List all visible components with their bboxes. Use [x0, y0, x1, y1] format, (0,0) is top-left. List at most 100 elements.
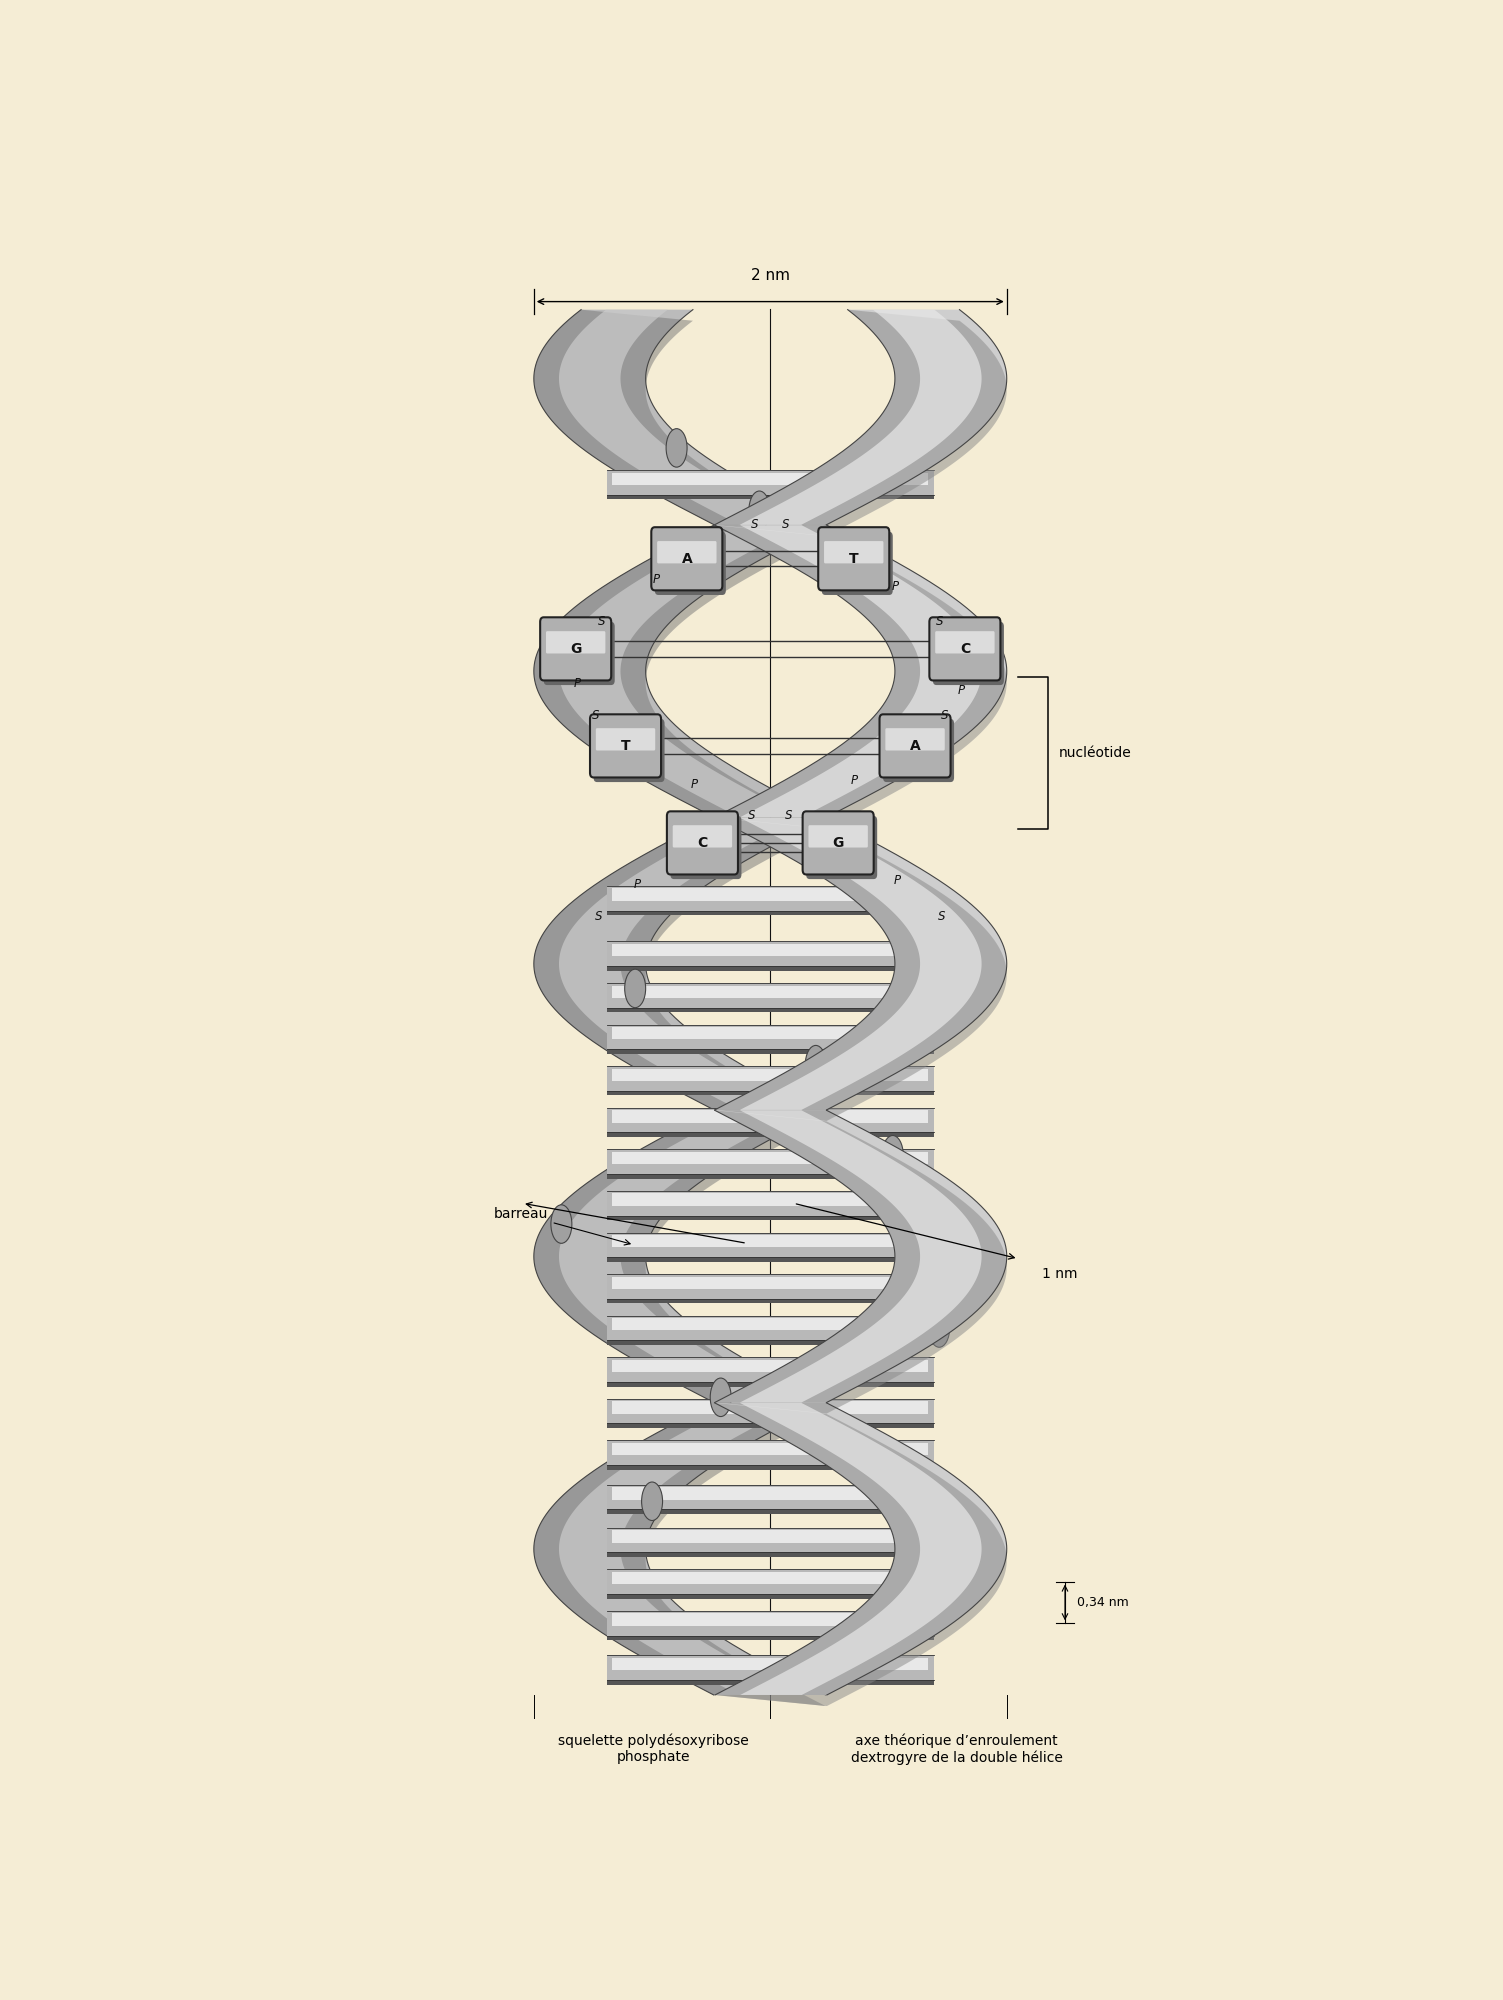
- Polygon shape: [534, 310, 827, 536]
- Polygon shape: [534, 310, 827, 524]
- Bar: [612, 1614, 929, 1626]
- Bar: [607, 1232, 933, 1262]
- Polygon shape: [559, 818, 801, 1110]
- Bar: [612, 1658, 929, 1670]
- Bar: [607, 1570, 933, 1594]
- Bar: [612, 888, 929, 900]
- FancyBboxPatch shape: [884, 718, 954, 782]
- Polygon shape: [715, 818, 1007, 1110]
- Text: 0,34 nm: 0,34 nm: [1076, 1596, 1129, 1608]
- Polygon shape: [715, 818, 1007, 1122]
- Text: nucléotide: nucléotide: [1060, 746, 1132, 760]
- Text: S: S: [935, 614, 942, 628]
- Text: T: T: [849, 552, 858, 566]
- Text: G: G: [570, 642, 582, 656]
- Ellipse shape: [929, 1308, 950, 1348]
- Text: axe théorique d’enroulement
dextrogyre de la double hélice: axe théorique d’enroulement dextrogyre d…: [851, 1734, 1063, 1766]
- Polygon shape: [714, 526, 1007, 818]
- Polygon shape: [714, 1402, 1007, 1706]
- Text: S: S: [592, 708, 600, 722]
- Polygon shape: [534, 526, 827, 818]
- Text: P: P: [652, 574, 660, 586]
- Text: C: C: [697, 836, 708, 850]
- Text: S: S: [938, 910, 945, 922]
- FancyBboxPatch shape: [818, 528, 890, 590]
- Text: P: P: [851, 774, 858, 788]
- Polygon shape: [534, 1402, 827, 1694]
- Ellipse shape: [711, 1378, 730, 1416]
- FancyBboxPatch shape: [657, 542, 717, 564]
- FancyBboxPatch shape: [651, 528, 723, 590]
- Bar: [607, 1066, 933, 1090]
- Bar: [612, 1318, 929, 1330]
- Text: 1 nm: 1 nm: [1042, 1268, 1078, 1282]
- Text: G: G: [833, 836, 843, 850]
- FancyBboxPatch shape: [546, 632, 606, 654]
- Bar: [607, 942, 933, 970]
- Bar: [612, 472, 929, 486]
- Text: P: P: [957, 684, 965, 696]
- Polygon shape: [534, 1402, 827, 1706]
- Bar: [607, 470, 933, 500]
- Bar: [607, 984, 933, 1008]
- Text: S: S: [752, 518, 759, 530]
- Text: P: P: [574, 678, 580, 690]
- Text: barreau: barreau: [494, 1208, 630, 1246]
- Bar: [607, 1274, 933, 1298]
- FancyBboxPatch shape: [879, 714, 950, 778]
- FancyBboxPatch shape: [806, 816, 878, 880]
- FancyBboxPatch shape: [544, 622, 615, 686]
- Bar: [607, 1656, 933, 1684]
- Bar: [607, 1024, 933, 1050]
- Bar: [612, 1572, 929, 1584]
- FancyBboxPatch shape: [822, 532, 893, 594]
- Bar: [607, 1316, 933, 1344]
- FancyBboxPatch shape: [824, 542, 884, 564]
- Bar: [612, 1276, 929, 1288]
- Bar: [612, 944, 929, 956]
- Ellipse shape: [971, 622, 992, 662]
- Text: P: P: [690, 778, 697, 792]
- Polygon shape: [714, 526, 1007, 828]
- Ellipse shape: [666, 428, 687, 468]
- Bar: [612, 1402, 929, 1414]
- Text: 2 nm: 2 nm: [752, 268, 789, 284]
- Text: squelette polydésoxyribose
phosphate: squelette polydésoxyribose phosphate: [559, 1734, 748, 1764]
- Bar: [607, 1150, 933, 1178]
- FancyBboxPatch shape: [655, 532, 726, 594]
- Bar: [607, 984, 933, 1012]
- Bar: [607, 1024, 933, 1054]
- Bar: [607, 1440, 933, 1466]
- Polygon shape: [715, 1110, 1007, 1414]
- FancyBboxPatch shape: [595, 728, 655, 750]
- Polygon shape: [559, 1110, 801, 1402]
- Ellipse shape: [642, 1482, 663, 1520]
- Polygon shape: [559, 310, 801, 524]
- Polygon shape: [559, 1402, 801, 1694]
- Polygon shape: [739, 818, 981, 1110]
- Polygon shape: [715, 1110, 1007, 1402]
- Ellipse shape: [552, 1204, 571, 1244]
- Bar: [607, 942, 933, 966]
- Bar: [607, 1398, 933, 1424]
- Bar: [612, 1530, 929, 1542]
- Text: S: S: [598, 614, 606, 628]
- FancyBboxPatch shape: [673, 826, 732, 848]
- FancyBboxPatch shape: [670, 816, 741, 880]
- Bar: [612, 1194, 929, 1206]
- Text: S: S: [941, 708, 948, 722]
- Polygon shape: [534, 526, 827, 828]
- Text: S: S: [782, 518, 789, 530]
- FancyBboxPatch shape: [885, 728, 945, 750]
- FancyBboxPatch shape: [933, 622, 1004, 686]
- Text: S: S: [595, 910, 603, 922]
- Text: P: P: [891, 580, 899, 592]
- Ellipse shape: [882, 1136, 903, 1174]
- Bar: [607, 1150, 933, 1174]
- FancyBboxPatch shape: [935, 632, 995, 654]
- Text: T: T: [621, 738, 630, 752]
- Bar: [607, 1066, 933, 1096]
- Bar: [612, 1360, 929, 1372]
- Bar: [612, 986, 929, 998]
- Ellipse shape: [625, 970, 646, 1008]
